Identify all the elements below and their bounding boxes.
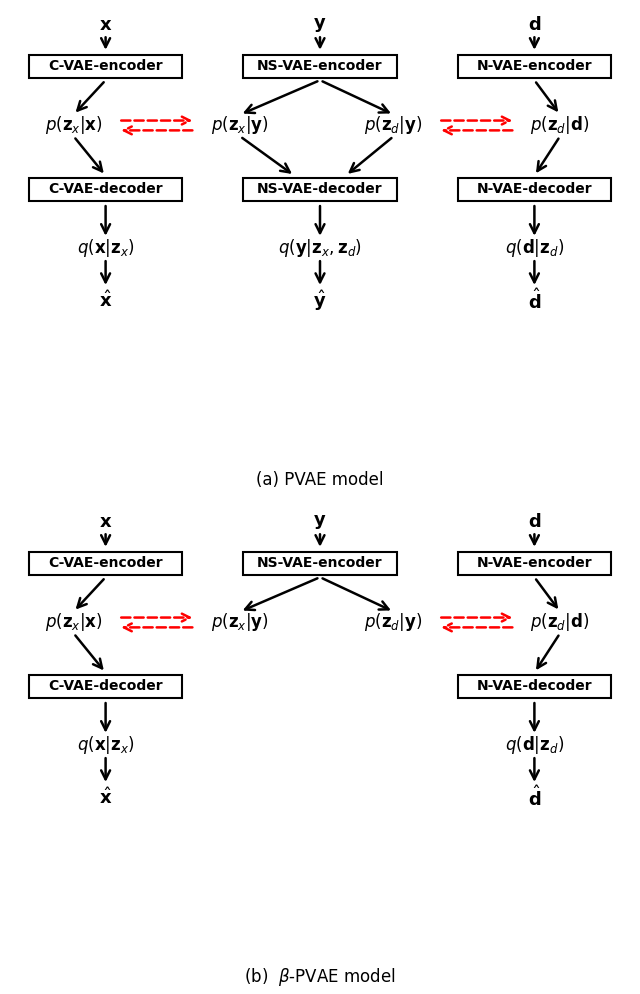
Text: NS-VAE-decoder: NS-VAE-decoder [257, 183, 383, 197]
Text: C-VAE-decoder: C-VAE-decoder [48, 680, 163, 694]
Text: $p(\mathbf{z}_d|\mathbf{d})$: $p(\mathbf{z}_d|\mathbf{d})$ [531, 611, 589, 633]
Text: $p(\mathbf{z}_x|\mathbf{y})$: $p(\mathbf{z}_x|\mathbf{y})$ [211, 114, 269, 136]
Text: $p(\mathbf{z}_x|\mathbf{x})$: $p(\mathbf{z}_x|\mathbf{x})$ [45, 611, 102, 633]
Text: (b)  $\beta$-PVAE model: (b) $\beta$-PVAE model [244, 966, 396, 988]
Text: $\hat{\mathbf{d}}$: $\hat{\mathbf{d}}$ [528, 784, 541, 809]
Text: $\mathbf{y}$: $\mathbf{y}$ [314, 513, 326, 531]
Text: C-VAE-encoder: C-VAE-encoder [48, 557, 163, 571]
FancyBboxPatch shape [29, 675, 182, 698]
Text: $p(\mathbf{z}_d|\mathbf{y})$: $p(\mathbf{z}_d|\mathbf{y})$ [364, 611, 423, 633]
Text: $q(\mathbf{d}|\mathbf{z}_d)$: $q(\mathbf{d}|\mathbf{z}_d)$ [505, 735, 564, 756]
Text: $\mathbf{y}$: $\mathbf{y}$ [314, 16, 326, 34]
Text: $\hat{\mathbf{y}}$: $\hat{\mathbf{y}}$ [314, 287, 326, 312]
Text: $\mathbf{d}$: $\mathbf{d}$ [528, 513, 541, 531]
Text: $p(\mathbf{z}_d|\mathbf{d})$: $p(\mathbf{z}_d|\mathbf{d})$ [531, 114, 589, 136]
FancyBboxPatch shape [243, 55, 397, 79]
Text: N-VAE-encoder: N-VAE-encoder [477, 60, 592, 74]
FancyBboxPatch shape [29, 552, 182, 576]
Text: $\mathbf{x}$: $\mathbf{x}$ [99, 16, 112, 34]
Text: (a) PVAE model: (a) PVAE model [256, 471, 384, 489]
Text: $p(\mathbf{z}_x|\mathbf{x})$: $p(\mathbf{z}_x|\mathbf{x})$ [45, 114, 102, 136]
Text: C-VAE-encoder: C-VAE-encoder [48, 60, 163, 74]
Text: NS-VAE-encoder: NS-VAE-encoder [257, 557, 383, 571]
Text: $\hat{\mathbf{x}}$: $\hat{\mathbf{x}}$ [99, 290, 112, 310]
Text: $q(\mathbf{d}|\mathbf{z}_d)$: $q(\mathbf{d}|\mathbf{z}_d)$ [505, 238, 564, 259]
Text: C-VAE-decoder: C-VAE-decoder [48, 183, 163, 197]
Text: $q(\mathbf{x}|\mathbf{z}_x)$: $q(\mathbf{x}|\mathbf{z}_x)$ [77, 735, 134, 756]
Text: N-VAE-decoder: N-VAE-decoder [477, 680, 592, 694]
Text: $\mathbf{d}$: $\mathbf{d}$ [528, 16, 541, 34]
FancyBboxPatch shape [458, 178, 611, 201]
Text: N-VAE-encoder: N-VAE-encoder [477, 557, 592, 571]
Text: NS-VAE-encoder: NS-VAE-encoder [257, 60, 383, 74]
Text: $\mathbf{x}$: $\mathbf{x}$ [99, 513, 112, 531]
Text: $p(\mathbf{z}_x|\mathbf{y})$: $p(\mathbf{z}_x|\mathbf{y})$ [211, 611, 269, 633]
FancyBboxPatch shape [458, 55, 611, 79]
FancyBboxPatch shape [29, 178, 182, 201]
Text: $\hat{\mathbf{d}}$: $\hat{\mathbf{d}}$ [528, 287, 541, 312]
FancyBboxPatch shape [458, 552, 611, 576]
FancyBboxPatch shape [458, 675, 611, 698]
Text: $p(\mathbf{z}_d|\mathbf{y})$: $p(\mathbf{z}_d|\mathbf{y})$ [364, 114, 423, 136]
FancyBboxPatch shape [243, 178, 397, 201]
Text: $q(\mathbf{y}|\mathbf{z}_x, \mathbf{z}_d)$: $q(\mathbf{y}|\mathbf{z}_x, \mathbf{z}_d… [278, 238, 362, 259]
Text: $\hat{\mathbf{x}}$: $\hat{\mathbf{x}}$ [99, 787, 112, 807]
FancyBboxPatch shape [243, 552, 397, 576]
Text: $q(\mathbf{x}|\mathbf{z}_x)$: $q(\mathbf{x}|\mathbf{z}_x)$ [77, 238, 134, 259]
FancyBboxPatch shape [29, 55, 182, 79]
Text: N-VAE-decoder: N-VAE-decoder [477, 183, 592, 197]
